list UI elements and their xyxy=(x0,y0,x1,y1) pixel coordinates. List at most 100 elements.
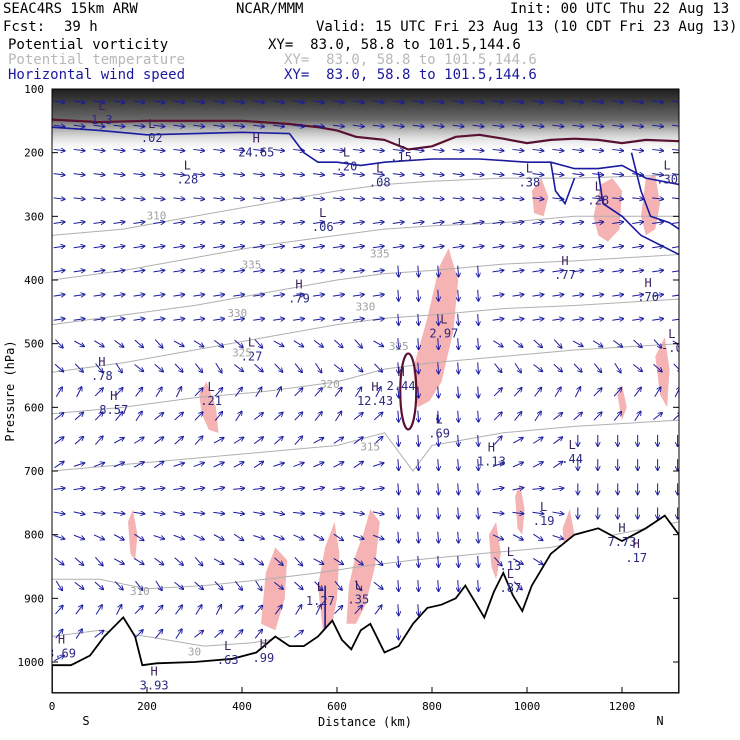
wind-vector xyxy=(398,362,399,373)
wind-vector xyxy=(514,412,522,421)
wind-vector xyxy=(472,222,484,224)
wind-vector xyxy=(652,198,663,199)
terrain-profile xyxy=(52,514,679,693)
wind-vector xyxy=(352,319,364,321)
wind-vector xyxy=(214,630,223,639)
wind-vector xyxy=(478,386,479,398)
wind-vector xyxy=(54,656,64,662)
wind-vector xyxy=(458,434,459,446)
wind-vector xyxy=(593,412,602,421)
wind-vector xyxy=(372,149,384,150)
theta-label: 335 xyxy=(370,248,390,261)
wind-vector xyxy=(93,246,105,248)
wind-vector xyxy=(53,512,65,514)
wind-vector xyxy=(133,125,144,126)
wind-vector xyxy=(398,386,399,398)
wind-vector xyxy=(652,222,663,224)
wind-vector xyxy=(234,388,242,397)
wind-vector xyxy=(552,222,563,224)
wind-vector xyxy=(153,319,164,321)
wind-vector xyxy=(672,101,679,102)
wind-vector xyxy=(193,222,204,224)
wind-vector xyxy=(412,246,424,248)
wind-vector xyxy=(333,339,342,347)
wind-vector xyxy=(438,338,439,349)
wind-vector xyxy=(193,512,204,513)
wind-vector xyxy=(573,363,582,372)
wind-vector xyxy=(293,125,304,126)
extremum-letter: L xyxy=(343,146,350,160)
wind-vector xyxy=(412,149,424,150)
wind-vector xyxy=(93,198,105,199)
wind-vector xyxy=(612,125,623,126)
extremum-value: .77 xyxy=(554,268,576,282)
wind-vector xyxy=(114,339,124,347)
wind-vector xyxy=(253,222,264,224)
wind-vector xyxy=(213,512,224,513)
wind-vector xyxy=(253,512,264,514)
wind-vector xyxy=(592,101,603,102)
extremum-letter: L xyxy=(184,158,191,172)
wind-vector xyxy=(532,101,543,102)
wind-vector xyxy=(392,246,404,248)
high-marker: H1.13 xyxy=(477,440,506,468)
theta-contour xyxy=(52,419,679,472)
wind-vector xyxy=(513,388,521,397)
wind-vector xyxy=(95,605,102,615)
wind-vector xyxy=(478,507,479,519)
wind-vector xyxy=(274,413,282,421)
theta-contour xyxy=(52,174,679,236)
wind-vector xyxy=(353,363,362,371)
wind-vector xyxy=(273,198,284,199)
wind-vector xyxy=(552,270,563,272)
wind-vector xyxy=(54,437,64,445)
wind-vector xyxy=(213,319,224,321)
extremum-value: 12.43 xyxy=(357,394,393,408)
wind-vector xyxy=(438,410,439,422)
pv-shading xyxy=(318,521,340,637)
wind-vector xyxy=(613,388,621,397)
wind-vector xyxy=(173,174,184,175)
wind-vector xyxy=(314,412,322,421)
extremum-value: 2.44 xyxy=(387,379,416,393)
extremum-letter: L xyxy=(248,335,255,349)
wind-vector xyxy=(173,198,184,199)
wind-vector xyxy=(293,246,304,248)
y-tick-label: 900 xyxy=(24,592,44,605)
wind-vector xyxy=(493,556,501,565)
wind-vector xyxy=(174,437,183,445)
wind-vector xyxy=(398,434,399,446)
wind-vector xyxy=(572,340,583,346)
wind-vector xyxy=(133,246,144,248)
wind-vector xyxy=(133,294,144,296)
wind-vector xyxy=(54,363,63,371)
wind-vector xyxy=(354,580,361,590)
high-marker: H.70 xyxy=(637,276,659,304)
wind-vector xyxy=(374,605,382,615)
wind-vector xyxy=(194,581,203,589)
wind-vector xyxy=(478,265,479,277)
wind-vector xyxy=(73,198,85,199)
wind-vector xyxy=(113,198,125,199)
wind-vector xyxy=(372,174,384,175)
wind-vector xyxy=(552,512,563,514)
wind-vector xyxy=(175,387,181,398)
wind-vector xyxy=(398,313,399,325)
wind-vector xyxy=(155,580,162,590)
wind-vector xyxy=(214,339,223,347)
extremum-letter: H xyxy=(371,380,378,394)
wind-vector xyxy=(612,149,623,150)
wind-vector xyxy=(134,630,143,639)
wind-vector xyxy=(512,438,523,444)
wind-vector xyxy=(115,362,122,372)
low-marker: L2.97 xyxy=(429,312,458,340)
wind-vector xyxy=(134,364,144,371)
wind-vector xyxy=(194,556,202,565)
wind-vector xyxy=(253,462,263,469)
wind-vector xyxy=(53,198,65,199)
wind-vector xyxy=(213,149,224,150)
wind-vector xyxy=(233,101,244,102)
wind-vector xyxy=(398,555,399,567)
extremum-value: .63 xyxy=(217,653,239,667)
wind-vector xyxy=(233,246,244,248)
